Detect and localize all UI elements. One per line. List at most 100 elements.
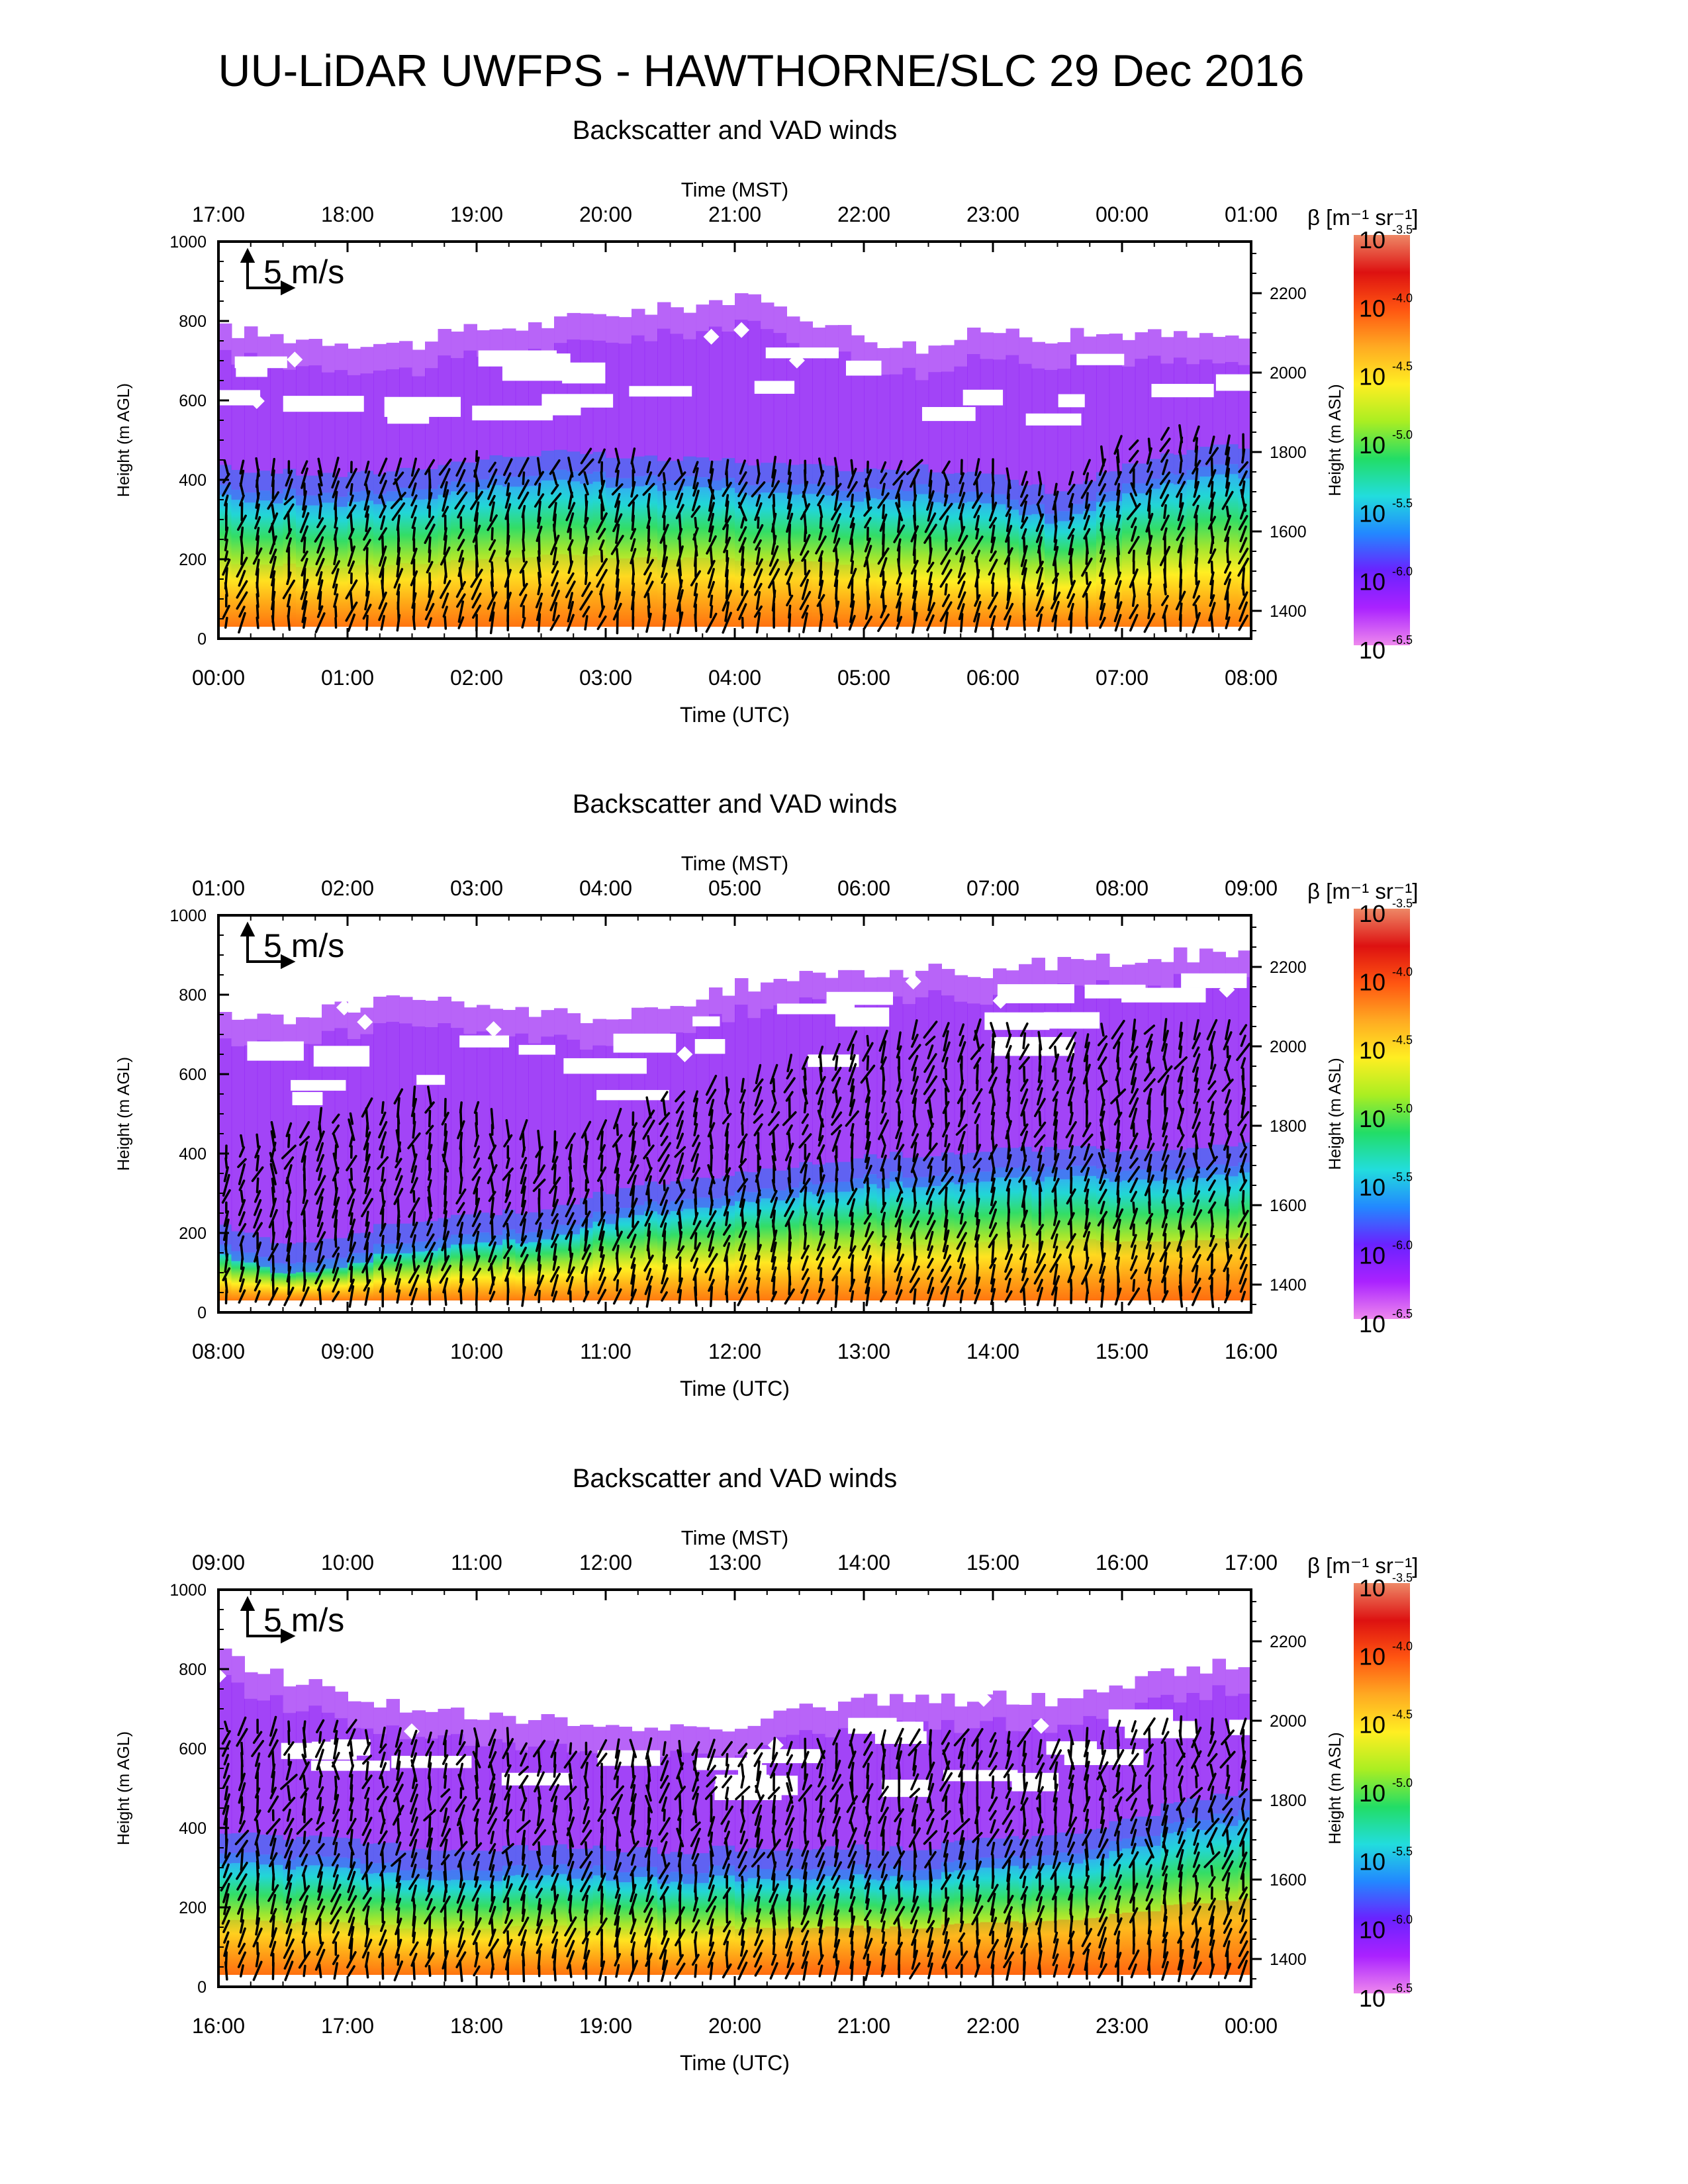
wind-vector	[331, 1751, 340, 1768]
wind-vector	[943, 1218, 949, 1241]
wind-vector	[281, 1144, 297, 1160]
x-tick-label: 04:00	[708, 666, 761, 690]
wind-vector	[283, 1287, 295, 1306]
wind-vector	[614, 461, 620, 473]
backscatter-cell	[980, 332, 994, 359]
wind-vector	[239, 459, 245, 475]
backscatter-cell	[1186, 338, 1200, 470]
wind-vector	[771, 1142, 777, 1161]
wind-vector	[707, 1739, 716, 1758]
data-gap	[518, 1044, 555, 1055]
wind-vector	[849, 1043, 855, 1060]
wind-vector	[396, 583, 401, 596]
wind-vector	[642, 482, 655, 496]
wind-vector	[643, 580, 654, 598]
wind-vector	[818, 505, 823, 518]
wind-vector	[503, 1938, 513, 1959]
wind-vector	[365, 513, 369, 532]
wind-vector	[1132, 1279, 1136, 1292]
wind-vector	[350, 1937, 353, 1960]
wind-vector	[458, 1222, 464, 1238]
backscatter-cell	[257, 565, 271, 627]
backscatter-cell	[1148, 329, 1162, 479]
wind-vector	[663, 515, 666, 531]
wind-vector	[315, 1843, 325, 1854]
wind-vector	[427, 1786, 432, 1801]
x-tick-label: 08:00	[1225, 666, 1278, 690]
wind-vector	[396, 1760, 401, 1781]
wind-vector	[472, 1267, 481, 1281]
wind-vector	[365, 1842, 370, 1855]
backscatter-cell	[1096, 1828, 1110, 1858]
wind-vector	[236, 1727, 248, 1747]
wind-vector	[440, 546, 451, 566]
wind-vector	[596, 1752, 608, 1767]
wind-vector	[643, 1254, 654, 1272]
wind-vector	[626, 1220, 639, 1239]
backscatter-cell	[1199, 948, 1213, 976]
colorbar-tick-label: 10	[1359, 295, 1385, 322]
wind-vector	[832, 1729, 841, 1746]
backscatter-cell	[477, 330, 491, 480]
wind-vector	[896, 1045, 902, 1059]
wind-vector	[739, 1819, 746, 1833]
colorbar	[1354, 909, 1410, 1319]
wind-vector	[348, 1797, 355, 1811]
wind-vector	[725, 1940, 729, 1957]
backscatter-cell	[399, 1929, 413, 1975]
wind-vector	[318, 1731, 322, 1744]
backscatter-cell	[1031, 1693, 1045, 1720]
wind-vector	[613, 1761, 622, 1780]
wind-vector	[1053, 1111, 1058, 1126]
wind-vector	[1129, 1207, 1139, 1230]
wind-vector	[880, 1908, 887, 1923]
wind-vector	[738, 603, 747, 621]
wind-vector	[254, 1809, 261, 1821]
wind-vector	[645, 1096, 652, 1119]
wind-vector	[1115, 1244, 1121, 1260]
wind-vector	[1161, 594, 1169, 606]
wind-vector	[489, 1291, 496, 1302]
wind-vector	[1116, 482, 1121, 496]
wind-vector	[786, 572, 793, 585]
wind-vector	[361, 1938, 373, 1959]
y2-tick-label: 1800	[1270, 443, 1307, 462]
wind-vector	[692, 1792, 699, 1816]
wind-vector	[285, 1897, 292, 1911]
wind-vector	[849, 1230, 855, 1252]
wind-vector	[818, 550, 824, 562]
wind-vector	[224, 538, 228, 552]
wind-vector	[551, 1219, 559, 1240]
wind-vector	[1130, 1269, 1138, 1280]
wind-vector	[1022, 1234, 1027, 1248]
backscatter-cell	[580, 313, 594, 475]
wind-vector	[833, 457, 839, 478]
wind-vector	[941, 460, 951, 474]
wind-vector	[1100, 1087, 1105, 1106]
wind-vector	[1192, 459, 1201, 475]
wind-vector	[221, 1730, 231, 1745]
wind-vector	[238, 1179, 246, 1191]
wind-vector	[597, 1808, 606, 1822]
backscatter-cell	[1199, 1673, 1213, 1700]
backscatter-cell	[502, 1010, 516, 1230]
backscatter-cell	[386, 342, 400, 369]
wind-vector	[454, 491, 468, 510]
wind-vector	[1023, 1223, 1026, 1236]
wind-vector	[224, 1786, 229, 1801]
wind-vector	[569, 1838, 573, 1859]
wind-vector	[361, 1253, 373, 1274]
backscatter-cell	[567, 1013, 581, 1040]
wind-vector	[880, 1291, 888, 1302]
wind-vector	[740, 516, 745, 529]
wind-vector	[647, 1135, 651, 1147]
wind-vector	[957, 572, 966, 584]
wind-vector	[1129, 1097, 1139, 1118]
backscatter-cell	[993, 474, 1007, 504]
wind-vector	[1162, 1018, 1168, 1042]
wind-vector	[222, 1883, 230, 1903]
wind-vector	[582, 1819, 590, 1833]
wind-vector	[471, 1210, 482, 1228]
wind-vector	[457, 557, 465, 577]
wind-vector	[1147, 1267, 1152, 1281]
